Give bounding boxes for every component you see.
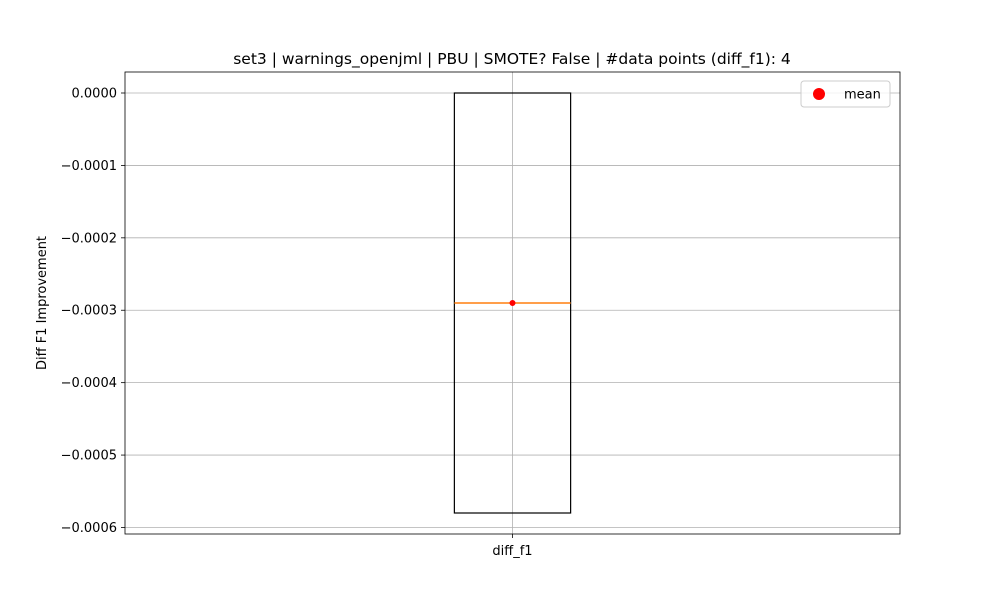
y-tick-label: 0.0000 bbox=[72, 87, 118, 102]
x-tick-label: diff_f1 bbox=[492, 544, 532, 559]
y-tick-label: −0.0005 bbox=[61, 449, 117, 464]
legend-label: mean bbox=[844, 88, 881, 103]
y-tick-label: −0.0006 bbox=[61, 521, 117, 536]
y-tick-label: −0.0002 bbox=[61, 231, 117, 246]
chart-title: set3 | warnings_openjml | PBU | SMOTE? F… bbox=[233, 50, 791, 69]
box-layer bbox=[453, 92, 572, 514]
mean-marker bbox=[509, 300, 516, 306]
y-axis-label: Diff F1 Improvement bbox=[35, 236, 50, 370]
y-tick-label: −0.0001 bbox=[61, 159, 117, 174]
legend: mean bbox=[800, 80, 891, 108]
grid-lines bbox=[125, 72, 900, 534]
plot-frame bbox=[124, 71, 901, 535]
y-tick-label: −0.0004 bbox=[61, 376, 117, 391]
legend-marker-mean bbox=[813, 88, 825, 100]
axes: 0.0000 −0.0001 −0.0002 −0.0003 −0.0004 −0.000… bbox=[61, 71, 901, 559]
legend-box bbox=[800, 80, 891, 108]
y-tick-label: −0.0003 bbox=[61, 304, 117, 319]
